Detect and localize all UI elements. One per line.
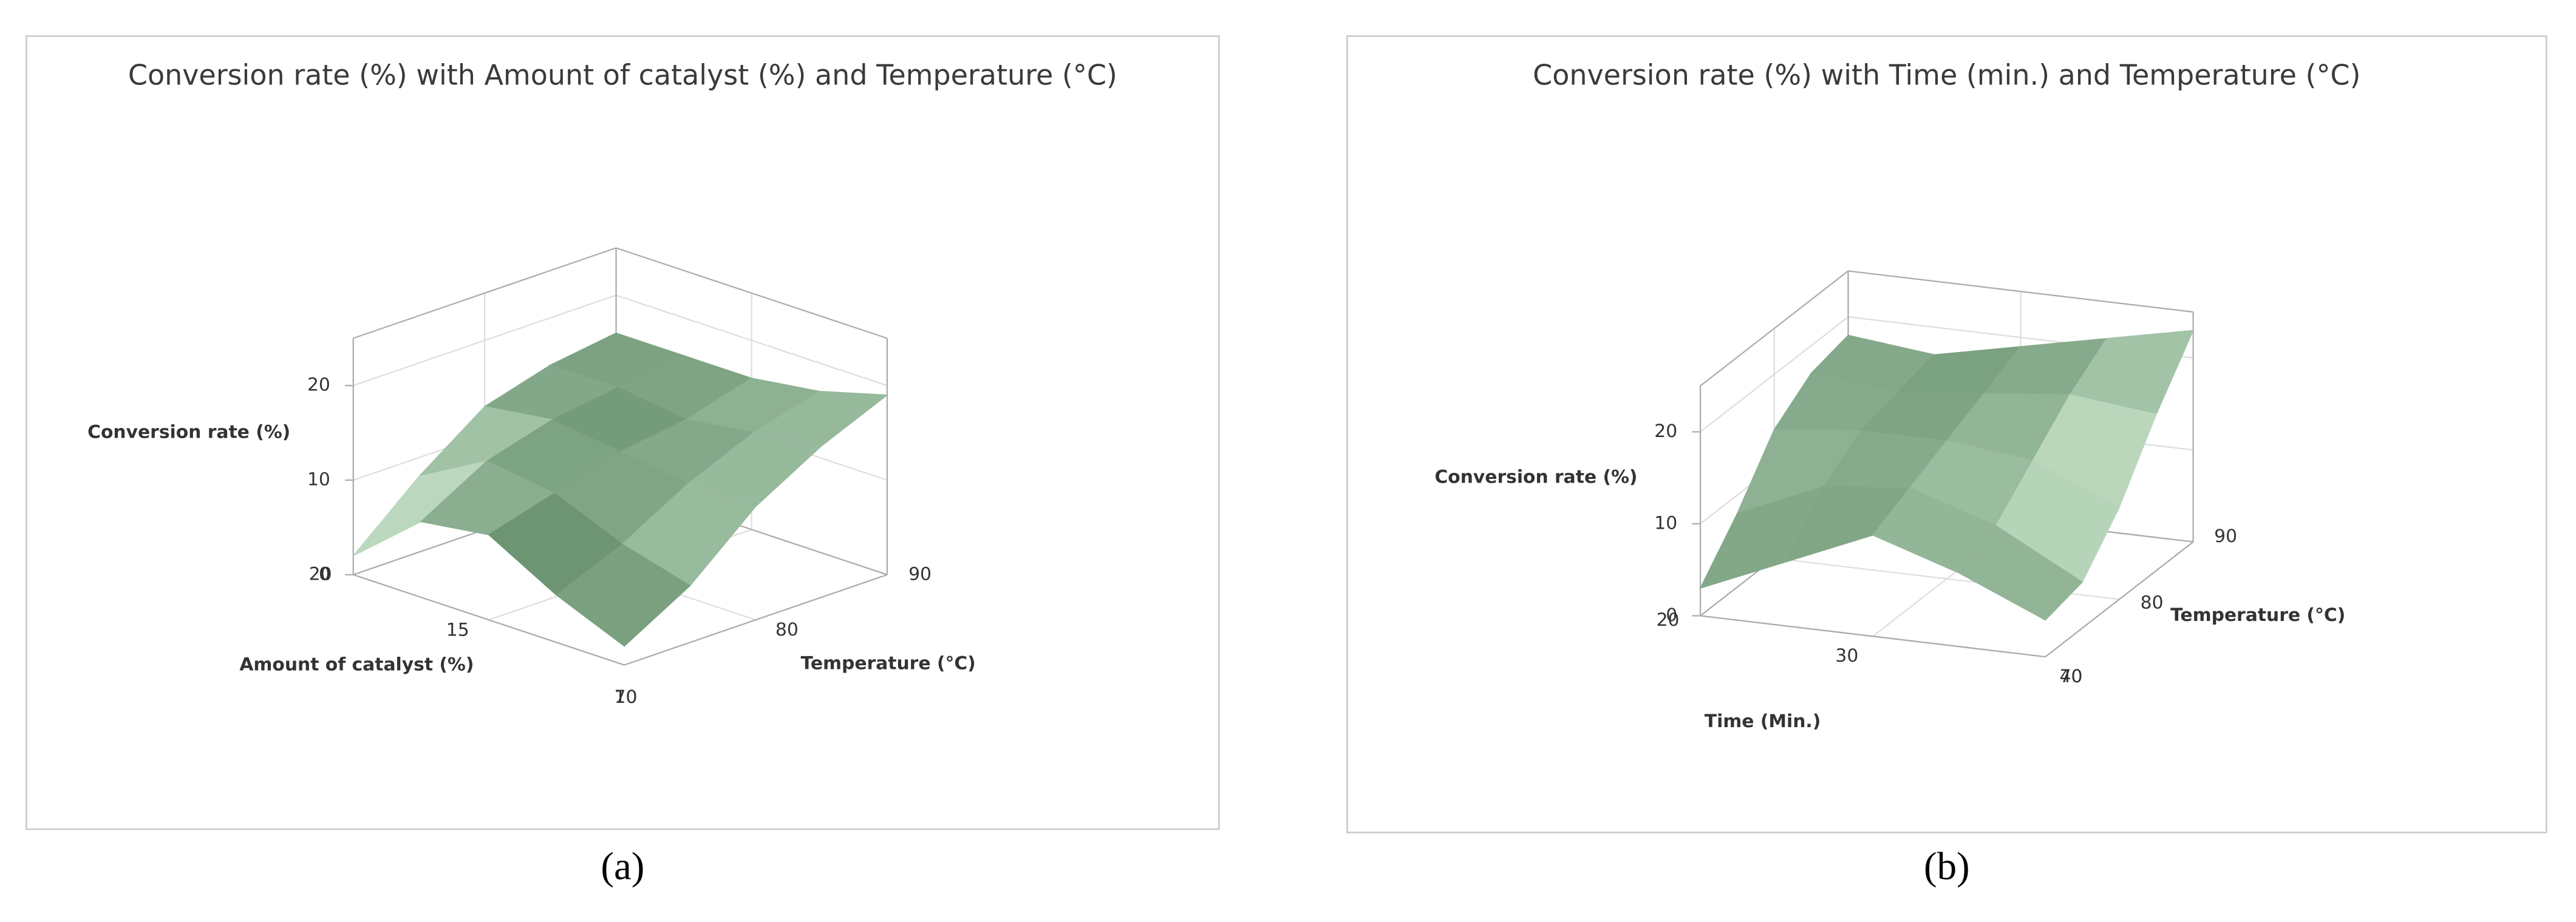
chart: Conversion rate (%) with Time (min.) and…	[1434, 59, 2360, 889]
y-tick-label: 70	[2060, 666, 2083, 687]
box-edge	[2045, 541, 2194, 657]
y-axis-title: Temperature (°C)	[2170, 605, 2345, 626]
x-tick-label: 20	[309, 563, 332, 585]
box-edge	[1848, 270, 2193, 313]
z-tick-label: 0	[1666, 605, 1677, 626]
box-edge	[1700, 270, 1849, 387]
surface-cell	[1958, 525, 2084, 621]
x-tick-label: 30	[1835, 645, 1858, 666]
y-tick-label: 90	[908, 563, 932, 585]
box-edge	[624, 574, 888, 666]
z-axis-title: Conversion rate (%)	[1434, 467, 1637, 488]
z-tick-label: 0	[319, 563, 330, 585]
box-edge	[353, 247, 616, 339]
x-tick-label: 20	[1657, 609, 1680, 631]
chart-title: Conversion rate (%) with Amount of catal…	[128, 59, 1117, 92]
y-tick-label: 80	[2141, 592, 2164, 613]
x-tick-label: 15	[446, 619, 469, 640]
x-tick-label: 10	[615, 686, 638, 708]
z-axis-title: Conversion rate (%)	[87, 422, 290, 443]
panel-label: (b)	[1924, 845, 1970, 889]
chart: Conversion rate (%) with Amount of catal…	[87, 59, 1117, 889]
z-tick-label: 10	[307, 469, 330, 490]
z-tick-label: 20	[1654, 421, 1677, 442]
y-tick-label: 90	[2214, 526, 2237, 547]
y-axis-title: Temperature (°C)	[801, 653, 976, 674]
x-tick-label: 40	[2060, 666, 2083, 687]
box-edge	[616, 247, 888, 339]
panel-label: (a)	[601, 845, 644, 889]
surface-cell	[556, 543, 691, 647]
z-tick-label: 10	[1654, 512, 1677, 534]
y-tick-label: 80	[775, 619, 799, 640]
y-tick-label: 70	[615, 686, 638, 708]
z-tick-label: 20	[307, 375, 330, 396]
box-edge	[1700, 615, 2046, 658]
x-axis-title: Amount of catalyst (%)	[239, 654, 474, 675]
chart-title: Conversion rate (%) with Time (min.) and…	[1533, 59, 2360, 92]
x-axis-title: Time (Min.)	[1705, 711, 1821, 732]
box-edge	[353, 574, 625, 666]
